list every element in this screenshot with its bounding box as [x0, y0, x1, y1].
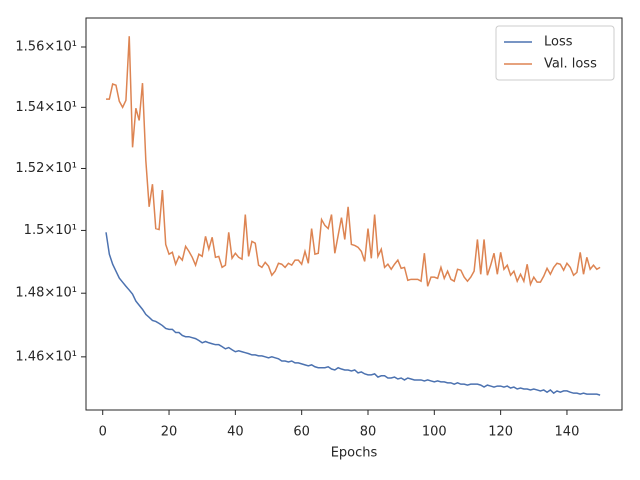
y-tick-label: 1.5×10¹ — [24, 223, 77, 238]
plot-frame — [85, 17, 623, 411]
y-tick-label: 1.56×10¹ — [15, 39, 77, 54]
x-tick-label: 20 — [161, 425, 178, 440]
legend-label: Loss — [544, 35, 573, 50]
x-tick-label: 140 — [555, 425, 580, 440]
x-tick-label: 60 — [293, 425, 310, 440]
x-tick-label: 0 — [99, 425, 107, 440]
y-tick-label: 1.54×10¹ — [15, 100, 77, 115]
legend-box — [495, 25, 615, 81]
x-tick-label: 100 — [422, 425, 447, 440]
y-tick-label: 1.52×10¹ — [15, 161, 77, 176]
x-axis-label: Epochs — [331, 446, 378, 461]
x-tick-label: 80 — [360, 425, 377, 440]
legend: Loss Val. loss — [495, 25, 615, 81]
series-line — [106, 36, 601, 287]
y-tick-label: 1.46×10¹ — [15, 349, 77, 364]
series-line — [105, 232, 601, 396]
x-tick-label: 120 — [488, 425, 513, 440]
legend-label: Val. loss — [544, 57, 597, 72]
y-tick-label: 1.48×10¹ — [15, 286, 77, 301]
x-tick-label: 40 — [227, 425, 244, 440]
